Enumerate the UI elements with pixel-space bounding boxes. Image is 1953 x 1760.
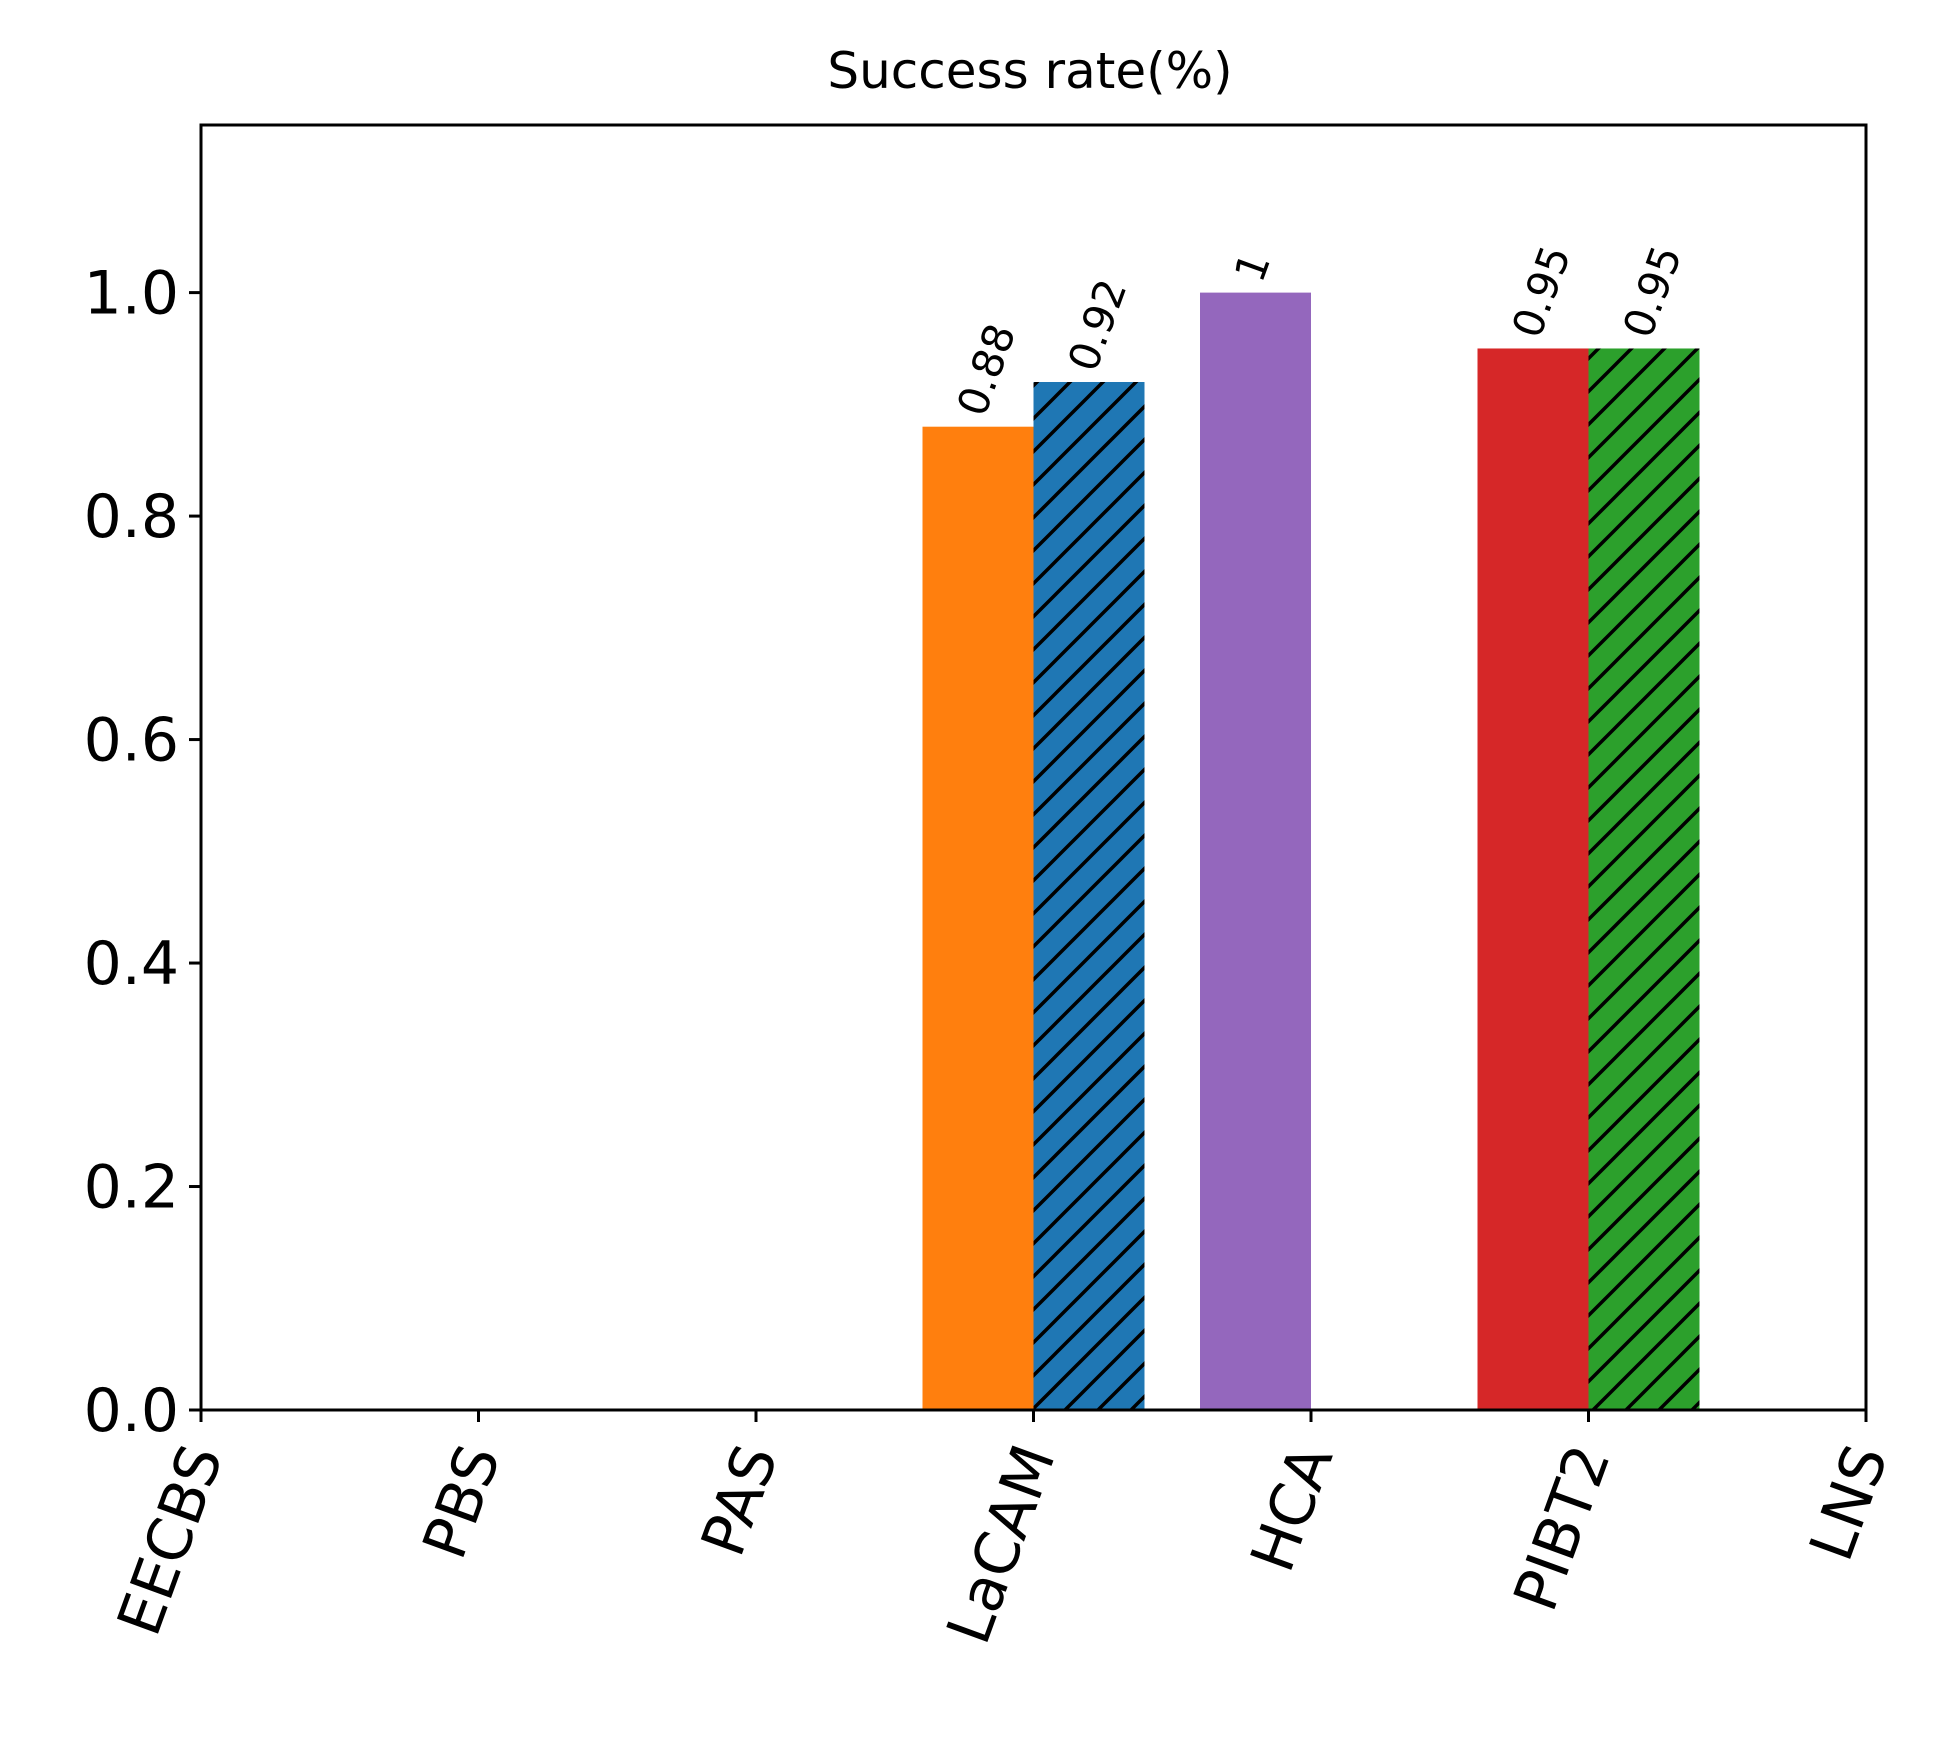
bar-lacam-left — [922, 426, 1034, 1410]
bar-hatch-pibt2-right — [1588, 348, 1700, 1410]
y-tick-label: 1.0 — [84, 259, 179, 329]
y-tick-label: 0.8 — [84, 482, 179, 552]
bar-hca-left — [1200, 292, 1311, 1411]
chart-title: Success rate(%) — [827, 42, 1232, 100]
y-tick-label: 0.0 — [84, 1376, 179, 1446]
bar-hatch-lacam-right — [1033, 382, 1145, 1410]
y-tick-label: 0.6 — [84, 706, 179, 776]
bar-pibt2-left — [1477, 348, 1589, 1410]
y-tick-label: 0.2 — [84, 1153, 179, 1223]
y-tick-label: 0.4 — [84, 929, 179, 999]
